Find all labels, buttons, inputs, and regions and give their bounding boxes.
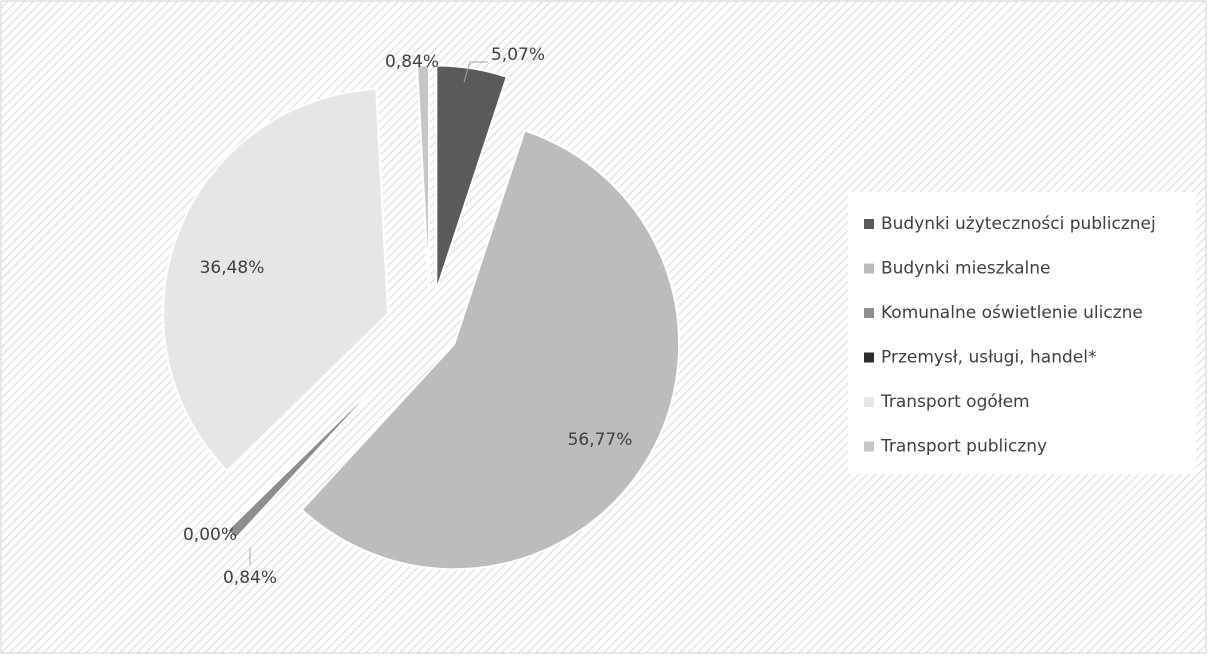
pie-slice: [225, 371, 388, 530]
pie-slice: [300, 129, 681, 571]
data-label: 0,84%: [385, 52, 439, 72]
data-label: 5,07%: [491, 45, 545, 65]
legend-swatch: [864, 397, 874, 407]
legend-label: Przemysł, usługi, handel*: [881, 348, 1096, 368]
legend-swatch: [864, 308, 874, 318]
data-label: 36,48%: [200, 258, 265, 278]
data-labels: 5,07% 56,77% 0,84% 0,00% 36,48% 0,84%: [183, 45, 632, 588]
legend-swatch: [864, 263, 874, 274]
legend: Budynki użyteczności publicznej Budynki m…: [864, 214, 1156, 457]
legend-label: Transport ogółem: [880, 392, 1030, 412]
legend-swatch: [864, 352, 874, 363]
leader-line: [463, 61, 488, 83]
legend-swatch: [864, 219, 874, 229]
data-label: 0,00%: [183, 525, 237, 545]
pie-slice: [435, 64, 509, 291]
legend-box: [848, 192, 1196, 474]
legend-label: Budynki użyteczności publicznej: [881, 214, 1156, 234]
pie-slice: [162, 87, 390, 473]
legend-label: Budynki mieszkalne: [881, 259, 1050, 279]
pie: [162, 64, 681, 571]
pie-slice: [225, 372, 389, 541]
data-label: 56,77%: [568, 430, 633, 450]
legend-label: Komunalne oświetlenie uliczne: [881, 303, 1143, 323]
data-label: 0,84%: [223, 568, 277, 588]
legend-label: Transport publiczny: [880, 437, 1047, 457]
legend-swatch: [864, 441, 874, 452]
pie-slice: [416, 64, 430, 291]
